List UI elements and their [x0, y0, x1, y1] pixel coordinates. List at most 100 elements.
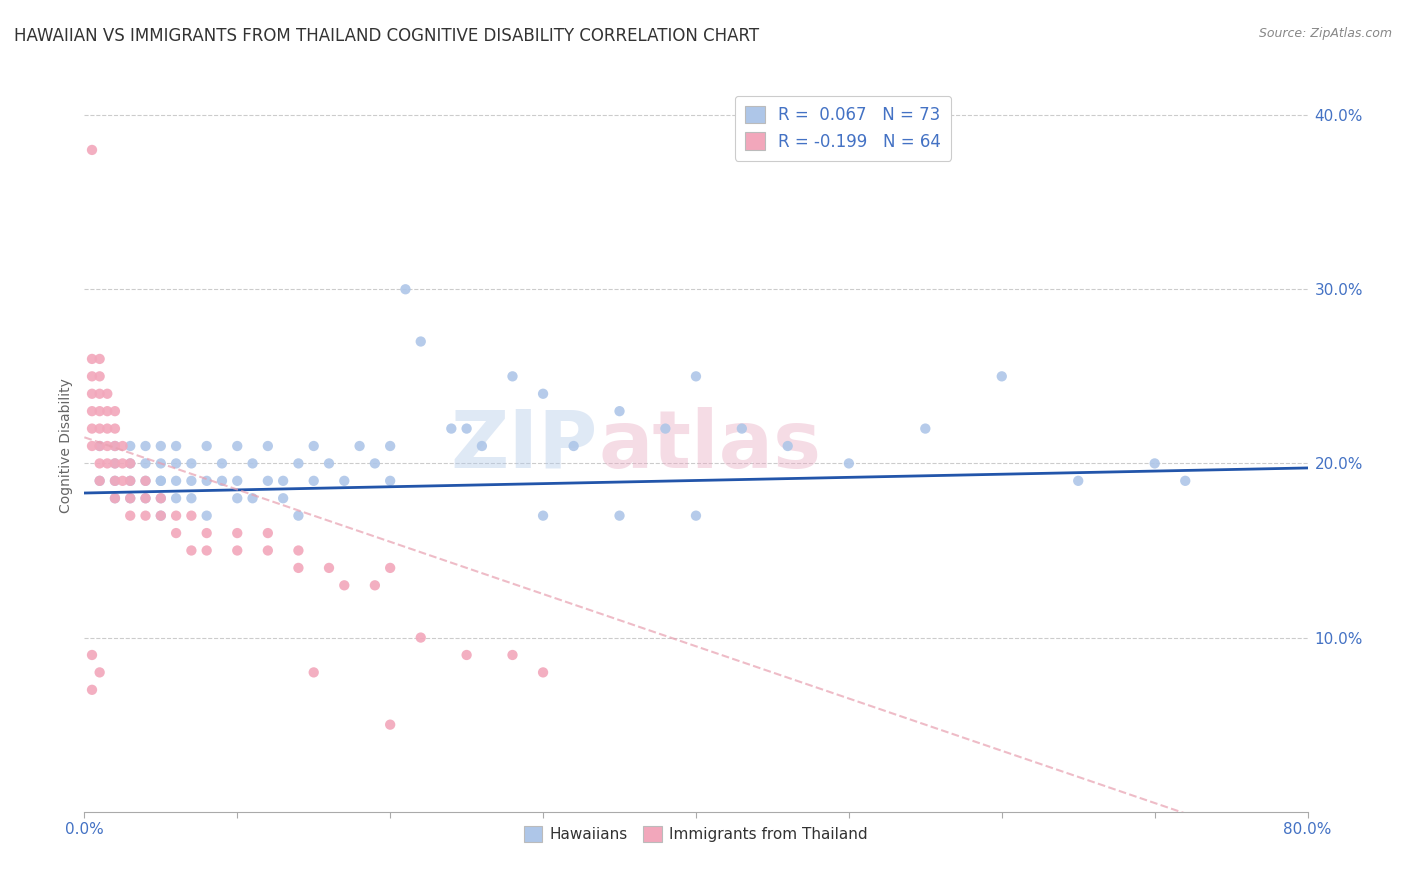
Point	[149, 491, 172, 506]
Point	[120, 457, 142, 471]
Point	[257, 543, 280, 558]
Point	[180, 474, 202, 488]
Point	[654, 421, 676, 435]
Point	[96, 439, 118, 453]
Point	[195, 508, 218, 523]
Point	[89, 369, 111, 384]
Point	[394, 282, 416, 296]
Point	[211, 474, 233, 488]
Point	[89, 421, 111, 435]
Point	[89, 351, 111, 366]
Point	[120, 508, 142, 523]
Point	[333, 578, 356, 592]
Point	[180, 457, 202, 471]
Point	[89, 439, 111, 453]
Point	[195, 526, 218, 541]
Point	[271, 474, 294, 488]
Point	[609, 508, 631, 523]
Point	[287, 561, 309, 575]
Legend: Hawaiians, Immigrants from Thailand: Hawaiians, Immigrants from Thailand	[517, 820, 875, 848]
Point	[104, 439, 127, 453]
Point	[685, 369, 707, 384]
Point	[180, 543, 202, 558]
Point	[257, 439, 280, 453]
Point	[180, 491, 202, 506]
Point	[104, 474, 127, 488]
Point	[456, 648, 478, 662]
Point	[211, 457, 233, 471]
Point	[257, 474, 280, 488]
Point	[104, 474, 127, 488]
Point	[226, 543, 249, 558]
Point	[89, 665, 111, 680]
Point	[1143, 457, 1166, 471]
Point	[685, 508, 707, 523]
Point	[135, 508, 157, 523]
Point	[380, 439, 402, 453]
Point	[135, 474, 157, 488]
Point	[531, 508, 554, 523]
Point	[89, 404, 111, 418]
Point	[302, 439, 325, 453]
Point	[165, 508, 187, 523]
Point	[287, 543, 309, 558]
Point	[149, 474, 172, 488]
Point	[89, 386, 111, 401]
Text: ZIP: ZIP	[451, 407, 598, 485]
Point	[135, 491, 157, 506]
Point	[89, 474, 111, 488]
Point	[349, 439, 371, 453]
Point	[80, 351, 103, 366]
Point	[149, 457, 172, 471]
Point	[96, 386, 118, 401]
Point	[120, 474, 142, 488]
Point	[271, 491, 294, 506]
Point	[135, 439, 157, 453]
Point	[135, 474, 157, 488]
Point	[80, 421, 103, 435]
Point	[149, 439, 172, 453]
Point	[195, 439, 218, 453]
Point	[111, 457, 134, 471]
Point	[226, 526, 249, 541]
Point	[80, 682, 103, 697]
Point	[120, 491, 142, 506]
Point	[180, 508, 202, 523]
Point	[502, 369, 524, 384]
Point	[104, 457, 127, 471]
Point	[165, 526, 187, 541]
Point	[364, 578, 387, 592]
Point	[287, 457, 309, 471]
Point	[471, 439, 494, 453]
Point	[104, 491, 127, 506]
Point	[531, 386, 554, 401]
Point	[380, 474, 402, 488]
Point	[149, 508, 172, 523]
Point	[731, 421, 754, 435]
Point	[440, 421, 463, 435]
Point	[89, 474, 111, 488]
Point	[165, 491, 187, 506]
Point	[96, 421, 118, 435]
Point	[195, 543, 218, 558]
Point	[1174, 474, 1197, 488]
Point	[80, 648, 103, 662]
Point	[135, 491, 157, 506]
Point	[242, 457, 264, 471]
Point	[562, 439, 585, 453]
Point	[149, 491, 172, 506]
Point	[80, 143, 103, 157]
Point	[120, 439, 142, 453]
Point	[242, 491, 264, 506]
Point	[135, 457, 157, 471]
Y-axis label: Cognitive Disability: Cognitive Disability	[59, 378, 73, 514]
Point	[120, 474, 142, 488]
Point	[80, 439, 103, 453]
Point	[531, 665, 554, 680]
Point	[257, 526, 280, 541]
Text: atlas: atlas	[598, 407, 821, 485]
Point	[302, 665, 325, 680]
Point	[111, 474, 134, 488]
Point	[380, 717, 402, 731]
Point	[609, 404, 631, 418]
